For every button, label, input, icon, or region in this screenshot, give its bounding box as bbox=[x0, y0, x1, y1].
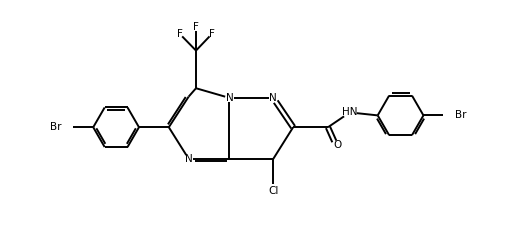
Text: Br: Br bbox=[50, 122, 61, 132]
Text: F: F bbox=[177, 29, 183, 39]
Text: Cl: Cl bbox=[268, 186, 279, 196]
Text: Br: Br bbox=[455, 110, 467, 120]
Text: HN: HN bbox=[342, 107, 358, 117]
Text: O: O bbox=[334, 140, 342, 150]
Text: N: N bbox=[225, 93, 233, 103]
Text: N: N bbox=[269, 93, 277, 103]
Text: N: N bbox=[185, 154, 192, 164]
Text: F: F bbox=[193, 22, 199, 32]
Text: F: F bbox=[209, 29, 215, 39]
